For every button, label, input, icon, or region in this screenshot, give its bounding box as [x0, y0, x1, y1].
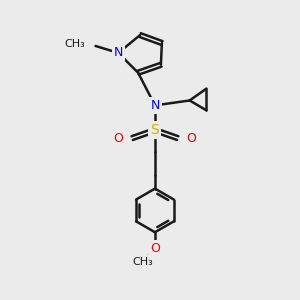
Text: CH₃: CH₃ — [133, 257, 153, 267]
Text: N: N — [114, 46, 123, 59]
Text: O: O — [150, 242, 160, 255]
Text: S: S — [151, 123, 159, 137]
Text: O: O — [113, 132, 123, 145]
Text: N: N — [150, 99, 160, 112]
Text: O: O — [187, 132, 196, 145]
Text: CH₃: CH₃ — [65, 39, 85, 49]
